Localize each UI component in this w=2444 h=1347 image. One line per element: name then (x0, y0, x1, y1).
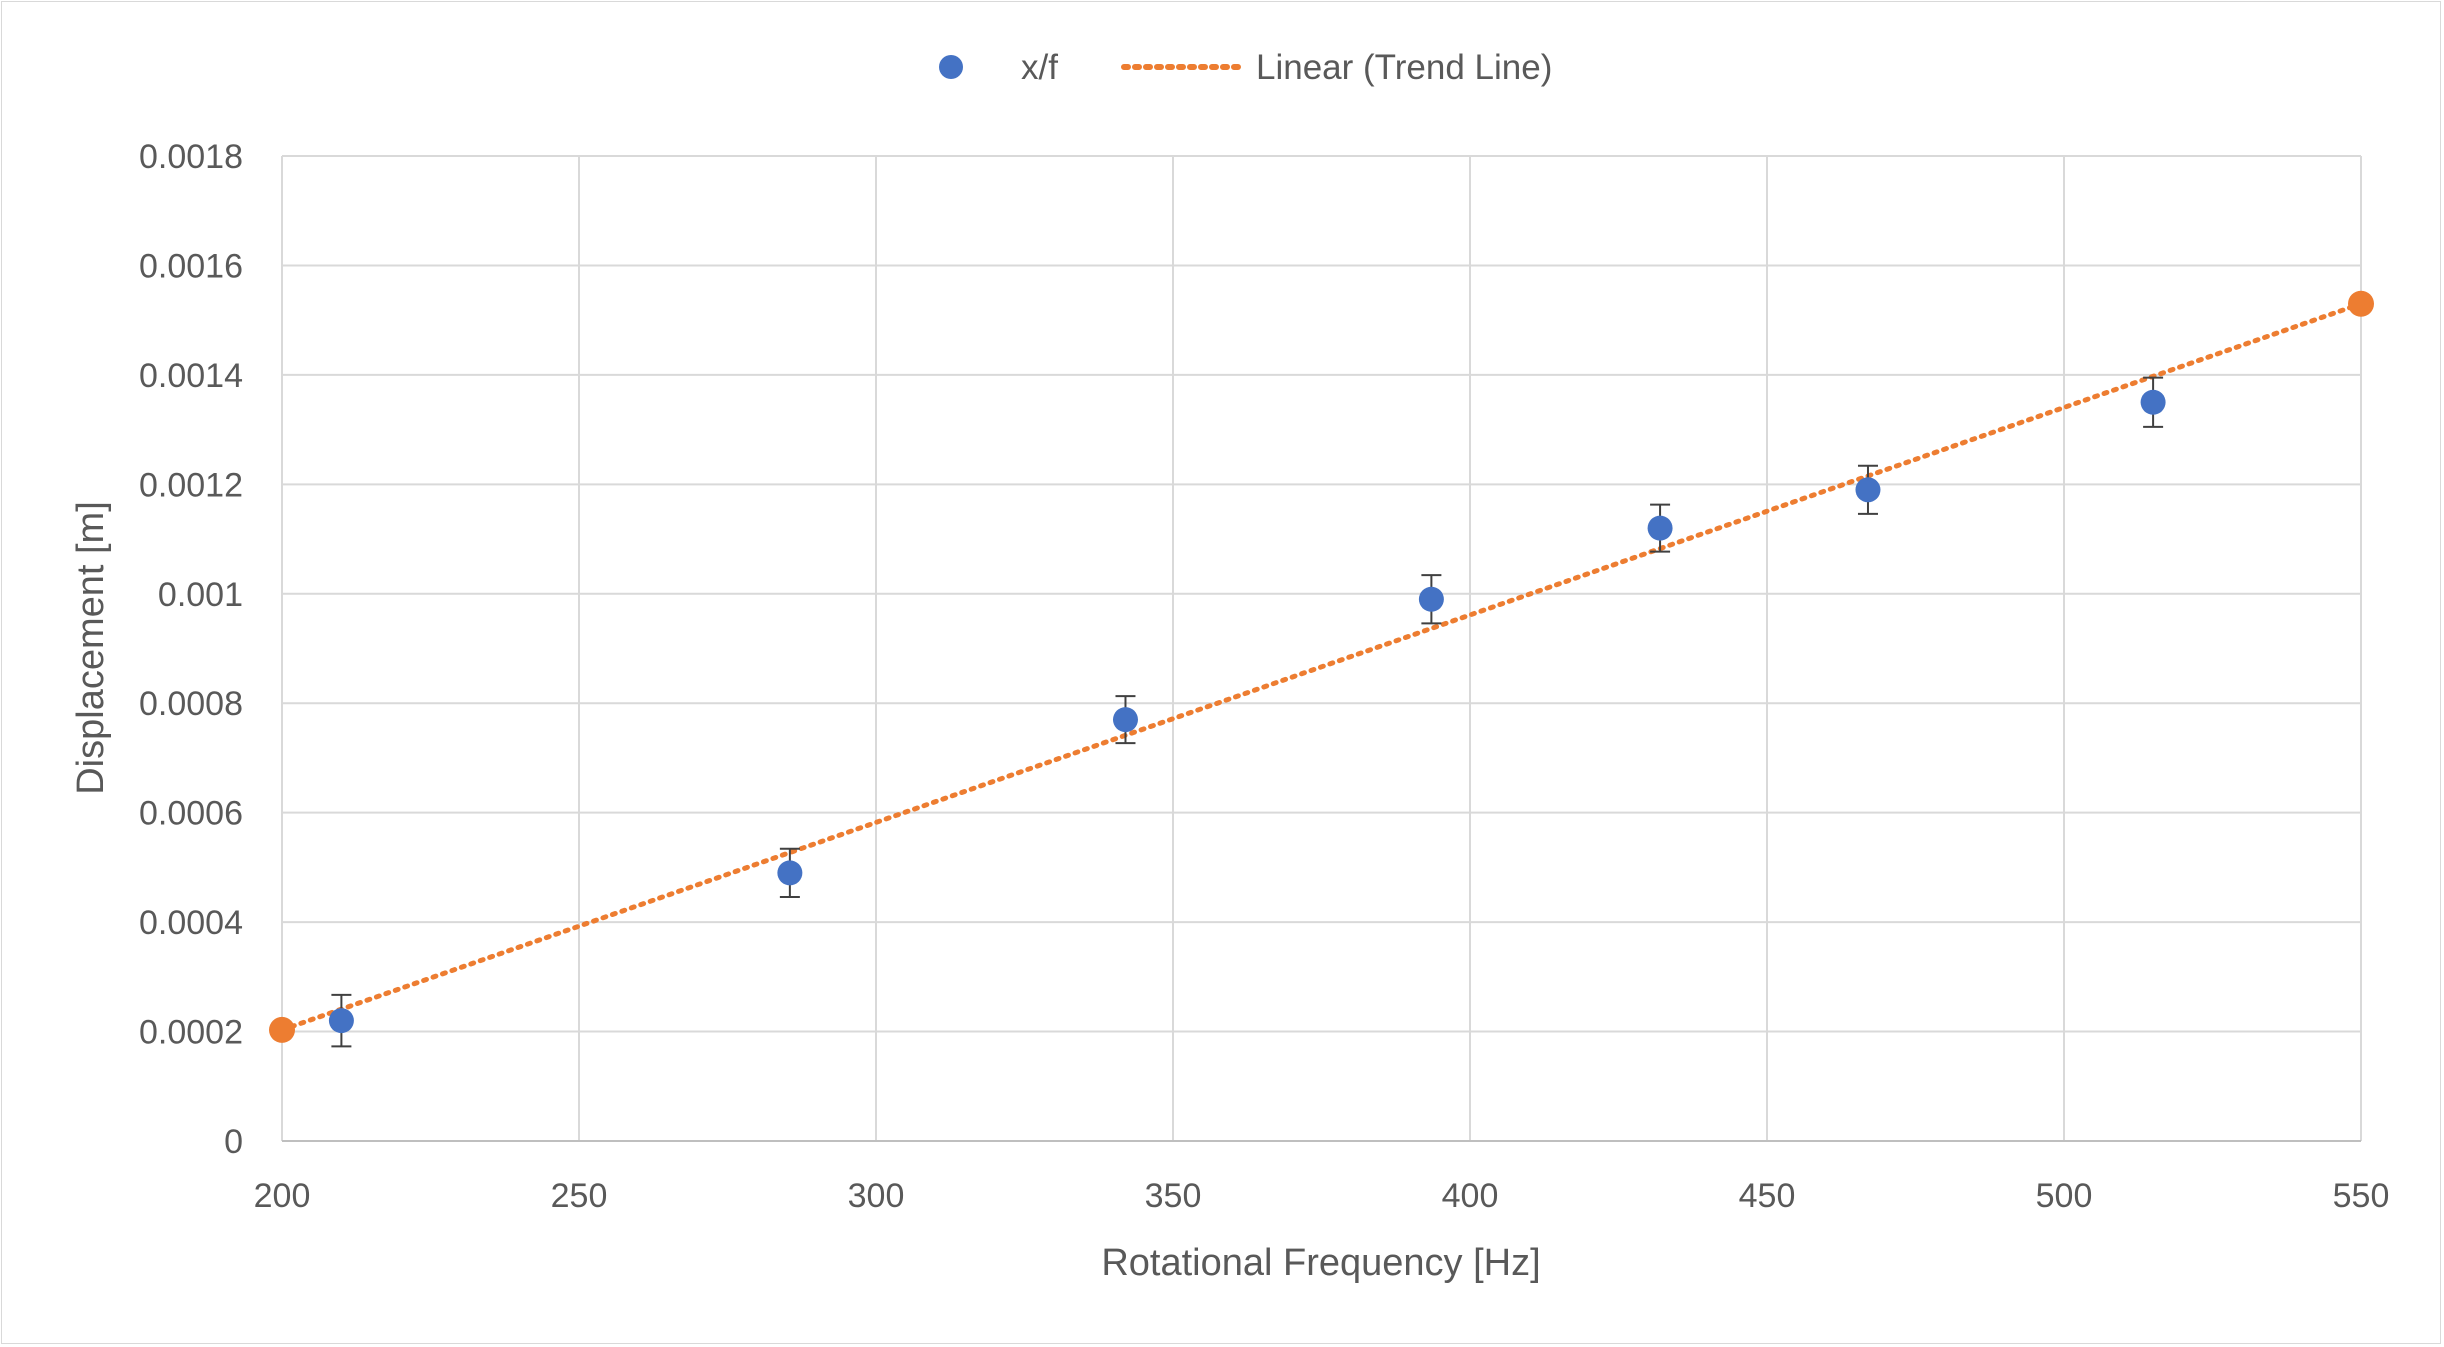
x-tick-label: 550 (2333, 1177, 2390, 1215)
data-point (1112, 707, 1138, 733)
x-tick-label: 450 (1739, 1177, 1796, 1215)
y-tick-label: 0.0002 (139, 1014, 243, 1052)
x-axis-title: Rotational Frequency [Hz] (1101, 1242, 1540, 1284)
x-tick-label: 400 (1442, 1177, 1499, 1215)
y-tick-label: 0 (224, 1123, 243, 1161)
trend-line (279, 301, 2364, 1033)
trend-line-series (269, 290, 2374, 1043)
data-point (2140, 389, 2166, 415)
error-bars (331, 376, 2164, 1048)
y-tick-label: 0.0006 (139, 795, 243, 833)
y-tick-label: 0.0014 (139, 357, 243, 395)
tick-labels: 0 0.0002 0.0004 0.0006 0.0008 0.001 0.0012 0.00… (139, 138, 2389, 1215)
legend-marker-x-f (939, 55, 963, 79)
legend-label-x-f: x/f (1021, 48, 1058, 87)
y-axis-title: Displacement [m] (70, 501, 112, 795)
y-tick-label: 0.001 (158, 576, 243, 614)
data-point (328, 1008, 354, 1034)
grid-lines (281, 155, 2362, 1141)
data-points (328, 389, 2166, 1034)
legend-label-trend-line: Linear (Trend Line) (1256, 48, 1552, 87)
x-tick-label: 350 (1145, 1177, 1202, 1215)
data-point (1418, 586, 1444, 612)
data-point (1855, 477, 1881, 503)
data-point (777, 860, 803, 886)
y-tick-label: 0.0018 (139, 138, 243, 176)
y-tick-label: 0.0016 (139, 247, 243, 285)
y-tick-label: 0.0008 (139, 685, 243, 723)
y-tick-label: 0.0004 (139, 904, 243, 942)
y-tick-label: 0.0012 (139, 466, 243, 504)
x-tick-label: 500 (2036, 1177, 2093, 1215)
x-tick-label: 250 (551, 1177, 608, 1215)
data-point (1647, 515, 1673, 541)
trend-line-endpoint (2348, 290, 2374, 317)
x-tick-label: 300 (848, 1177, 905, 1215)
x-tick-label: 200 (254, 1177, 311, 1215)
trend-line-endpoint (269, 1016, 295, 1043)
legend: x/f Linear (Trend Line) (939, 48, 1552, 87)
